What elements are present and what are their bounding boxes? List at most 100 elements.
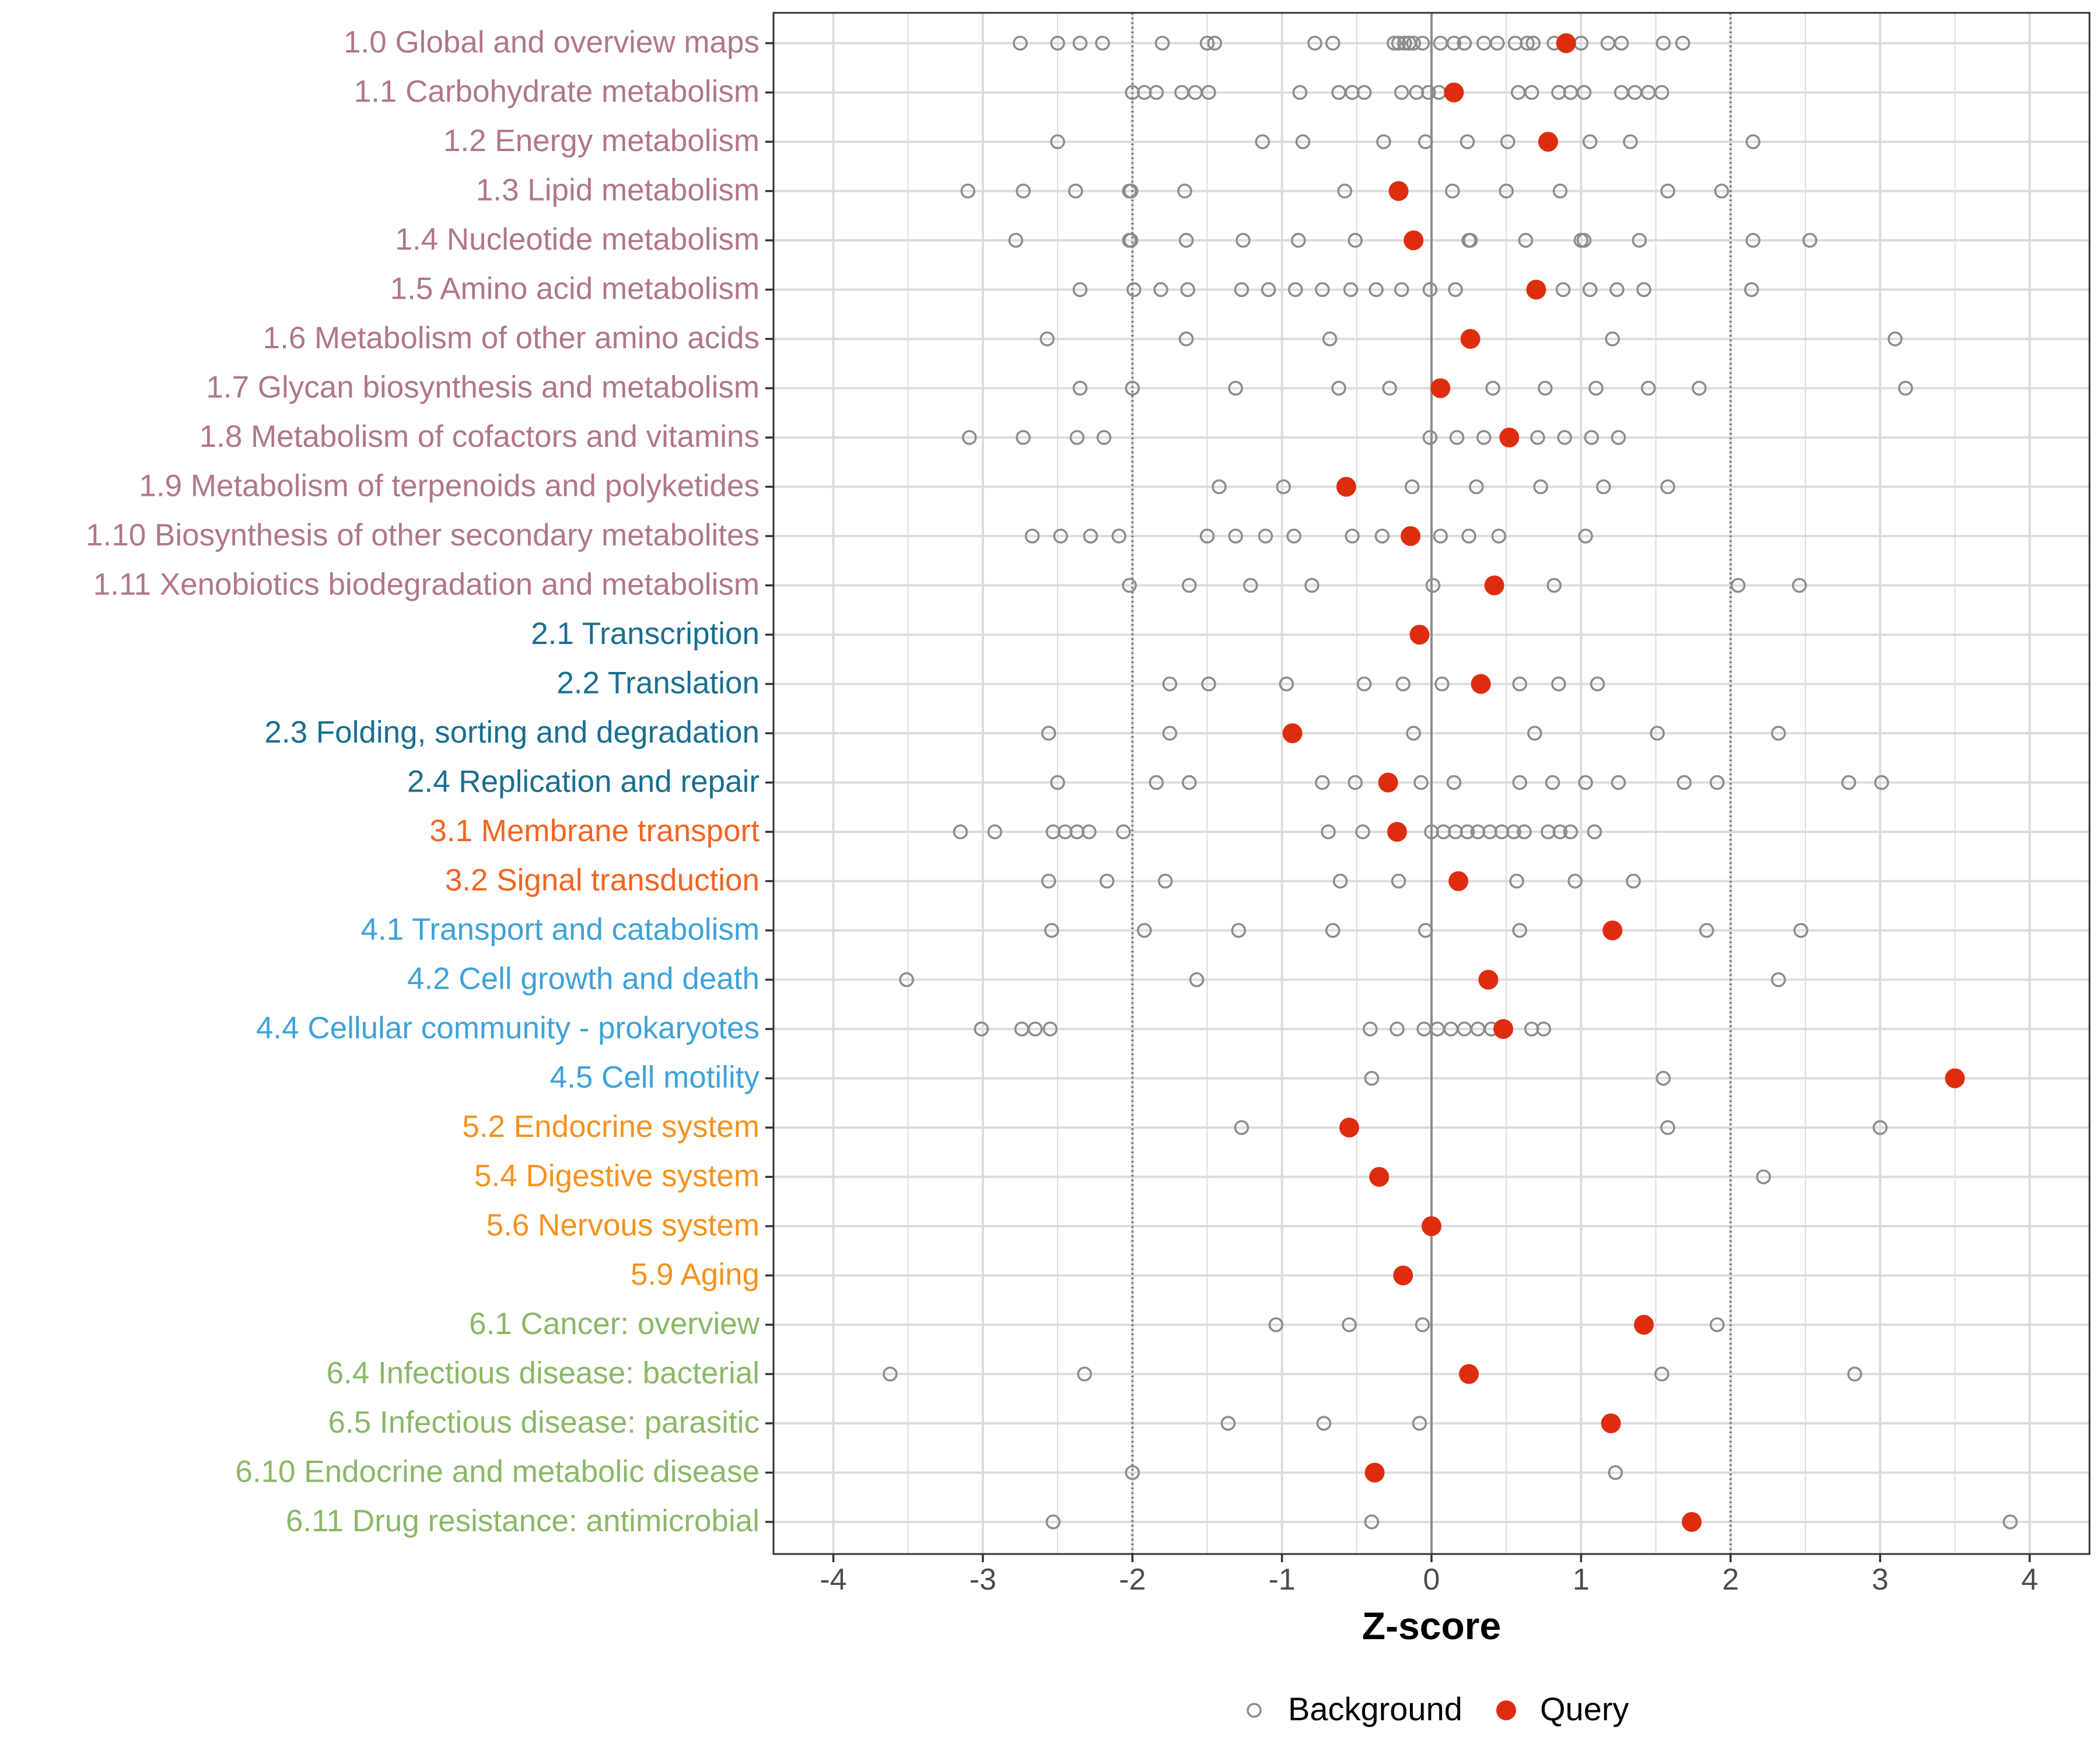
background-point (1446, 36, 1462, 51)
background-point (1368, 282, 1384, 298)
background-point (1199, 36, 1215, 51)
background-point (1042, 1021, 1058, 1037)
background-point (1457, 36, 1472, 51)
background-point (1709, 1317, 1725, 1332)
query-point (1493, 1019, 1514, 1039)
background-point (1545, 775, 1560, 790)
x-axis-title: Z-score (1362, 1604, 1501, 1647)
background-point (1008, 233, 1024, 248)
query-point (1478, 970, 1499, 990)
background-point (1331, 380, 1346, 396)
background-point (1122, 578, 1137, 593)
background-point (1567, 873, 1583, 889)
background-point (1050, 775, 1065, 790)
background-point (1268, 1317, 1284, 1332)
category-label: 4.1 Transport and catabolism (361, 912, 760, 947)
category-label: 5.9 Aging (631, 1258, 760, 1292)
background-point (1578, 775, 1593, 790)
background-point (1180, 282, 1195, 298)
background-point (1315, 282, 1330, 298)
background-point (1461, 528, 1476, 544)
category-label: 6.4 Infectious disease: bacterial (327, 1356, 760, 1391)
background-point (1656, 36, 1671, 51)
background-point (1421, 85, 1436, 100)
background-point (1476, 430, 1492, 445)
background-point (1611, 775, 1626, 790)
background-point (1873, 1120, 1888, 1135)
background-point (1576, 85, 1592, 100)
background-point (1024, 528, 1040, 544)
background-point (1491, 528, 1507, 544)
background-point (1609, 282, 1625, 298)
background-point (1460, 134, 1475, 149)
query-point (1459, 1364, 1479, 1384)
background-point (883, 1366, 898, 1382)
background-point (1348, 775, 1363, 790)
category-label: 1.2 Energy metabolism (443, 124, 760, 158)
category-label: 1.10 Biosynthesis of other secondary met… (86, 518, 760, 552)
background-point (1315, 775, 1330, 790)
background-point (1181, 775, 1197, 790)
background-point (1448, 282, 1463, 298)
x-tick-label: 4 (2021, 1563, 2038, 1597)
category-label: 1.8 Metabolism of cofactors and vitamins (200, 419, 760, 454)
background-point (1325, 923, 1340, 938)
background-point (1518, 233, 1534, 248)
background-point (1053, 528, 1068, 544)
background-point (1611, 430, 1626, 445)
background-point (1287, 282, 1303, 298)
background-point (1258, 528, 1273, 544)
background-point (1413, 775, 1429, 790)
background-point (1348, 233, 1363, 248)
background-point (962, 430, 977, 445)
background-point (1072, 36, 1088, 51)
x-tick-label: 0 (1423, 1563, 1440, 1597)
background-point (1623, 134, 1638, 149)
background-point (1016, 430, 1031, 445)
background-point (1509, 873, 1524, 889)
background-point (1887, 331, 1903, 346)
background-point (1292, 85, 1308, 100)
background-point (1125, 1465, 1140, 1480)
background-point (1588, 380, 1604, 396)
category-label: 5.6 Nervous system (487, 1208, 760, 1242)
background-point (1527, 726, 1542, 741)
category-labels: 1.0 Global and overview maps 1.1 Carbohyd… (86, 25, 774, 1538)
background-point (1013, 36, 1028, 51)
background-point (1533, 479, 1548, 495)
background-point (1582, 134, 1598, 149)
background-point (1123, 233, 1139, 248)
background-point (1149, 775, 1164, 790)
background-point (1517, 824, 1532, 839)
background-point (1605, 331, 1620, 346)
category-label: 3.2 Signal transduction (445, 863, 760, 898)
query-point (1601, 1413, 1621, 1433)
background-point (1077, 1366, 1092, 1382)
query-point (1282, 723, 1303, 743)
background-point (1744, 282, 1759, 298)
background-point (1462, 233, 1478, 248)
background-point (1874, 775, 1889, 790)
background-point (1291, 233, 1306, 248)
background-point (1364, 1070, 1380, 1086)
background-point (1199, 528, 1215, 544)
background-point (1730, 578, 1746, 593)
background-point (1412, 1416, 1427, 1431)
background-point (1415, 36, 1430, 51)
background-point (1898, 380, 1913, 396)
background-point (1614, 36, 1629, 51)
background-point (1551, 676, 1566, 692)
category-label: 4.2 Cell growth and death (407, 962, 760, 996)
background-point (1041, 873, 1056, 889)
background-point (1082, 824, 1097, 839)
background-point (1041, 726, 1056, 741)
category-label: 1.0 Global and overview maps (344, 25, 760, 60)
background-point (2003, 1514, 2018, 1530)
background-point (974, 1021, 989, 1037)
background-point (1608, 1465, 1623, 1480)
background-point (1469, 479, 1484, 495)
background-point (1178, 233, 1194, 248)
background-point (1069, 430, 1085, 445)
query-point (1339, 1118, 1359, 1138)
query-point (1471, 674, 1491, 694)
